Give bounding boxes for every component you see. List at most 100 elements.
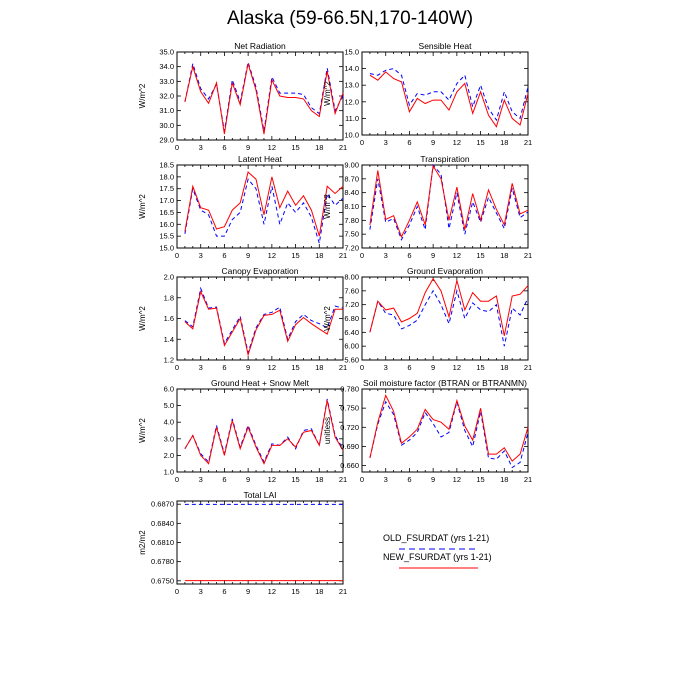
y-tick-label: 5.60 xyxy=(344,356,359,365)
y-tick-label: 33.0 xyxy=(159,77,174,86)
x-tick-label: 21 xyxy=(339,587,347,596)
y-tick-label: 6.40 xyxy=(344,328,359,337)
x-tick-label: 3 xyxy=(199,251,203,260)
y-tick-label: 30.0 xyxy=(159,121,174,130)
chart-panel-net-radiation: Net Radiation 0 3 6 9 12 15 18 21 29.0 30.0 31.0 32.… xyxy=(138,41,347,152)
y-tick-label: 1.8 xyxy=(164,293,174,302)
x-tick-label: 9 xyxy=(246,143,250,152)
x-tick-label: 15 xyxy=(291,363,299,372)
x-tick-label: 6 xyxy=(407,138,411,147)
plot-frame xyxy=(361,388,529,473)
y-tick-label: 31.0 xyxy=(159,106,174,115)
y-tick-label: 8.40 xyxy=(344,188,359,197)
x-tick-label: 9 xyxy=(246,251,250,260)
x-tick-label: 12 xyxy=(268,143,276,152)
x-tick-label: 12 xyxy=(268,251,276,260)
x-tick-label: 15 xyxy=(476,251,484,260)
plot-frame xyxy=(176,51,344,141)
series-line-old-fsurdat xyxy=(369,399,529,469)
y-tick-label: 16.5 xyxy=(159,208,174,217)
plot-frame xyxy=(361,276,529,361)
y-tick-label: 0.6810 xyxy=(151,538,174,547)
x-tick-label: 0 xyxy=(175,143,179,152)
y-axis-label: W/m^2 xyxy=(138,83,147,108)
x-tick-label: 6 xyxy=(222,587,226,596)
plot-frame xyxy=(176,500,344,585)
y-tick-label: 0.6870 xyxy=(151,500,174,509)
x-tick-label: 18 xyxy=(315,475,323,484)
y-tick-label: 11.0 xyxy=(345,114,359,123)
series-line-old-fsurdat xyxy=(369,163,529,241)
x-tick-label: 3 xyxy=(199,475,203,484)
plot-frame xyxy=(361,51,529,136)
y-tick-label: 7.50 xyxy=(344,230,359,239)
plot-frame xyxy=(176,164,344,249)
series-line-old-fsurdat xyxy=(369,288,529,347)
x-tick-label: 15 xyxy=(291,475,299,484)
chart-title: Ground Heat + Snow Melt xyxy=(211,378,310,388)
x-tick-label: 21 xyxy=(524,251,532,260)
chart-title: Soil moisture factor (BTRAN or BTRANMN) xyxy=(363,378,527,388)
x-tick-label: 6 xyxy=(222,251,226,260)
x-tick-label: 18 xyxy=(315,251,323,260)
y-tick-label: 1.2 xyxy=(164,356,174,365)
legend-label: NEW_FSURDAT (yrs 1-21) xyxy=(383,552,492,562)
y-tick-label: 0.780 xyxy=(340,385,359,394)
x-tick-label: 3 xyxy=(384,138,388,147)
x-tick-label: 6 xyxy=(407,363,411,372)
chart-panel-sensible-heat: Sensible Heat 0 3 6 9 12 15 18 21 10.0 11.0 12.0 13.… xyxy=(323,41,532,147)
x-tick-label: 21 xyxy=(339,475,347,484)
y-tick-label: 1.0 xyxy=(164,468,174,477)
x-tick-label: 12 xyxy=(268,587,276,596)
series-line-new-fsurdat xyxy=(369,164,529,239)
y-tick-label: 17.5 xyxy=(159,184,174,193)
x-tick-label: 0 xyxy=(175,587,179,596)
x-tick-label: 3 xyxy=(199,587,203,596)
x-tick-label: 15 xyxy=(291,251,299,260)
x-tick-label: 9 xyxy=(431,475,435,484)
legend: OLD_FSURDAT (yrs 1-21) NEW_FSURDAT (yrs 1… xyxy=(383,533,492,569)
y-tick-label: 0.720 xyxy=(340,423,359,432)
y-tick-label: 34.0 xyxy=(159,62,174,71)
y-tick-label: 0.660 xyxy=(340,461,359,470)
series-line-new-fsurdat xyxy=(369,277,529,336)
x-tick-label: 9 xyxy=(431,138,435,147)
chart-title: Sensible Heat xyxy=(419,41,473,51)
y-tick-label: 13.0 xyxy=(344,81,359,90)
x-tick-label: 0 xyxy=(360,475,364,484)
chart-panel-canopy-evaporation: Canopy Evaporation 0 3 6 9 12 15 18 21 1.2 1.4 1.6 1… xyxy=(138,266,347,372)
x-tick-label: 6 xyxy=(407,475,411,484)
x-tick-label: 3 xyxy=(199,363,203,372)
y-tick-label: 15.5 xyxy=(159,232,174,241)
y-tick-label: 5.0 xyxy=(164,401,174,410)
chart-title: Canopy Evaporation xyxy=(221,266,298,276)
y-axis-label: W/m^2 xyxy=(323,194,332,219)
plot-frame xyxy=(361,164,529,249)
y-tick-label: 7.60 xyxy=(344,286,359,295)
y-tick-label: 10.0 xyxy=(344,131,359,140)
x-tick-label: 9 xyxy=(246,363,250,372)
x-tick-label: 21 xyxy=(524,475,532,484)
y-tick-label: 18.5 xyxy=(159,161,174,170)
x-tick-label: 0 xyxy=(360,138,364,147)
x-tick-label: 18 xyxy=(500,363,508,372)
x-tick-label: 18 xyxy=(315,143,323,152)
chart-panel-ground-heat-snow-melt: Ground Heat + Snow Melt 0 3 6 9 12 15 18 21 1.0 2.… xyxy=(138,378,347,484)
x-tick-label: 15 xyxy=(476,138,484,147)
x-tick-label: 15 xyxy=(291,143,299,152)
y-tick-label: 6.80 xyxy=(344,314,359,323)
y-tick-label: 3.0 xyxy=(164,434,174,443)
series-line-new-fsurdat xyxy=(184,63,344,135)
x-tick-label: 15 xyxy=(476,475,484,484)
y-tick-label: 16.0 xyxy=(159,220,174,229)
x-tick-label: 18 xyxy=(500,138,508,147)
x-tick-label: 15 xyxy=(476,363,484,372)
y-tick-label: 14.0 xyxy=(344,64,359,73)
y-tick-label: 7.20 xyxy=(344,244,359,253)
y-axis-label: m2/m2 xyxy=(138,530,147,555)
x-tick-label: 12 xyxy=(453,475,461,484)
x-tick-label: 12 xyxy=(268,363,276,372)
chart-title: Net Radiation xyxy=(234,41,286,51)
x-tick-label: 21 xyxy=(339,363,347,372)
